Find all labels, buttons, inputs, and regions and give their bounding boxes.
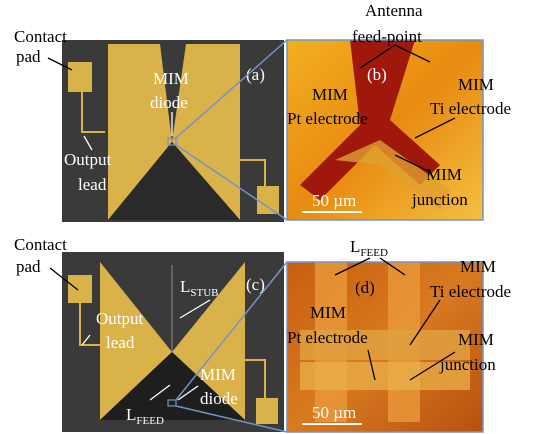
annotation: Ti electrode <box>430 282 511 301</box>
subscript: FEED <box>360 247 388 259</box>
panel-a: (a) Contact pad MIM diode Output lead <box>14 27 284 222</box>
annotation: Contact <box>14 27 67 46</box>
scale-label: 50 µm <box>312 403 356 422</box>
contact-pad <box>257 186 279 214</box>
annotation: MIM <box>312 85 348 104</box>
annotation: lead <box>78 175 107 194</box>
annotation: diode <box>200 389 238 408</box>
symbol: L <box>126 405 136 424</box>
contact-pad <box>68 62 92 92</box>
annotation: pad <box>16 47 41 66</box>
panel-label: (c) <box>246 275 265 294</box>
annotation: Antenna <box>365 1 423 20</box>
annotation: MIM <box>460 257 496 276</box>
annotation: Output <box>96 309 144 328</box>
subscript: FEED <box>136 415 164 427</box>
symbol: L <box>350 237 360 256</box>
annotation: feed-point <box>352 27 422 46</box>
contact-pad <box>68 275 92 303</box>
annotation: Contact <box>14 235 67 254</box>
panel-c: (c) Contact pad Output lead MIM diode LS… <box>14 235 284 432</box>
figure: (a) Contact pad MIM diode Output lead (b… <box>0 0 537 434</box>
annotation: Pt electrode <box>287 109 368 128</box>
contact-pad <box>256 398 278 424</box>
annotation: MIM <box>310 303 346 322</box>
annotation: lead <box>106 333 135 352</box>
annotation: Output <box>64 150 112 169</box>
symbol: L <box>180 277 190 296</box>
annotation: MIM <box>153 69 189 88</box>
panel-label: (b) <box>367 65 387 84</box>
scale-label: 50 µm <box>312 191 356 210</box>
annotation: MIM <box>458 75 494 94</box>
annotation: Pt electrode <box>287 328 368 347</box>
annotation: Ti electrode <box>430 99 511 118</box>
subscript: STUB <box>190 287 218 299</box>
annotation: MIM <box>426 165 462 184</box>
annotation: junction <box>439 355 496 374</box>
panel-label: (d) <box>355 278 375 297</box>
annotation: pad <box>16 257 41 276</box>
annotation: MIM <box>458 330 494 349</box>
annotation: LFEED <box>350 237 388 259</box>
annotation: junction <box>411 190 468 209</box>
annotation: MIM <box>200 365 236 384</box>
annotation: diode <box>150 93 188 112</box>
